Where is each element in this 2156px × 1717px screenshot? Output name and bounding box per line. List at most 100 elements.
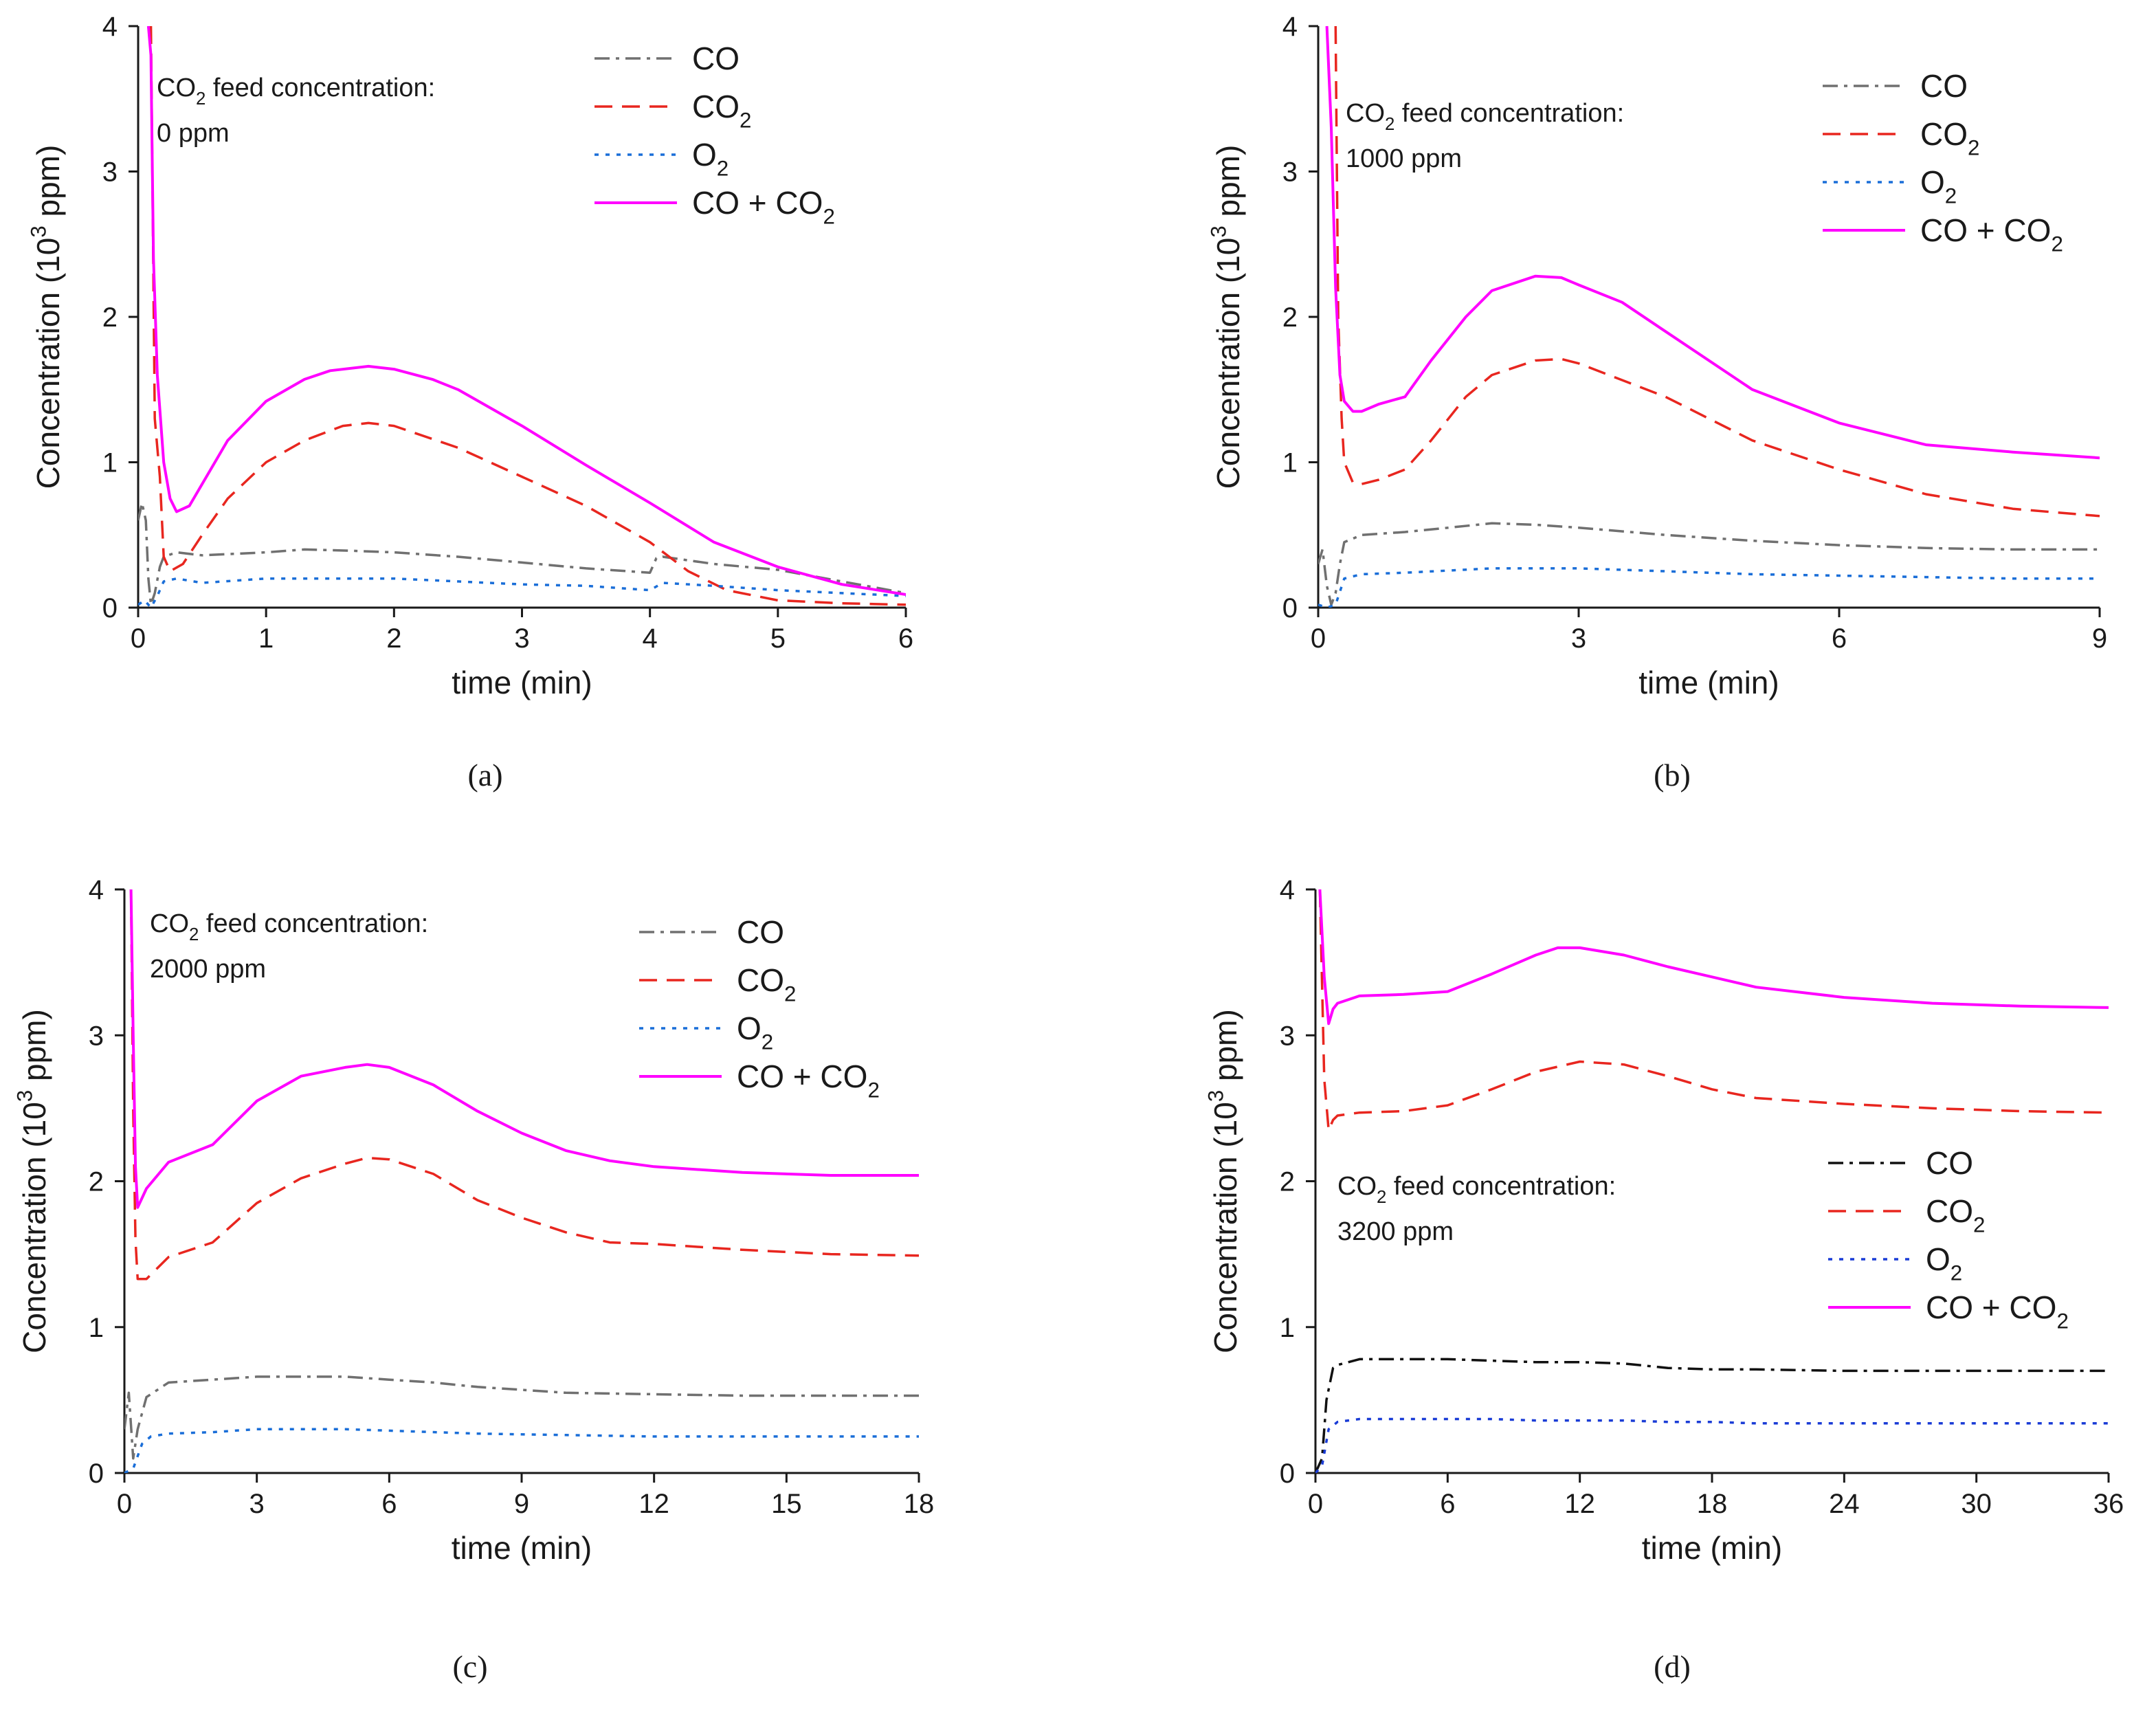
x-tick-label: 3 (249, 1489, 265, 1519)
panel-caption: (d) (1654, 1649, 1691, 1684)
x-tick-label: 0 (1308, 1489, 1323, 1519)
x-tick-label: 9 (2092, 623, 2107, 654)
legend-label: CO + CO2 (1926, 1289, 2069, 1333)
series-line-co (129, 889, 919, 1281)
legend-label: O2 (692, 137, 729, 181)
x-tick-label: 6 (381, 1489, 397, 1519)
x-tick-label: 18 (904, 1489, 935, 1519)
legend-label: CO + CO2 (737, 1059, 880, 1103)
x-tick-label: 15 (771, 1489, 802, 1519)
x-axis-label: time (min) (452, 665, 592, 700)
x-axis-label: time (min) (1638, 665, 1779, 700)
legend-label: O2 (737, 1010, 773, 1054)
series-line-co (1315, 1358, 2109, 1473)
y-tick-label: 4 (1282, 12, 1298, 42)
series-line-co-co (146, 25, 906, 596)
feed-annotation-value: 3200 ppm (1337, 1217, 1454, 1246)
series-line-co (1318, 522, 2100, 606)
x-tick-label: 0 (131, 623, 146, 654)
y-tick-label: 0 (89, 1459, 104, 1489)
x-axis-label: time (min) (1642, 1530, 1782, 1566)
x-axis-label: time (min) (452, 1530, 592, 1566)
feed-annotation-title: CO2 feed concentration: (157, 74, 435, 109)
panel-caption: (c) (452, 1649, 487, 1684)
chart-panel-b: 0 3 6 9 0 1 2 3 4 time (min) Concentration (103 pp… (1207, 12, 2107, 793)
x-tick-label: 3 (1571, 623, 1586, 654)
y-axis-label: Concentration (103 ppm) (13, 1009, 52, 1353)
y-tick-label: 3 (1282, 157, 1298, 188)
series-line-o (1315, 1417, 2109, 1473)
legend-label: CO2 (692, 89, 751, 133)
x-tick-label: 30 (1961, 1489, 1992, 1519)
x-tick-label: 24 (1829, 1489, 1860, 1519)
series-line-co (138, 501, 906, 606)
series-line-o (124, 1428, 919, 1473)
x-tick-label: 0 (1311, 623, 1326, 654)
series-line-co (1334, 25, 2100, 518)
x-tick-label: 6 (898, 623, 913, 654)
x-tick-label: 5 (770, 623, 786, 654)
chart-panel-a: 0 1 2 3 4 5 6 0 1 2 3 4 time (min) Concentration (103… (27, 12, 913, 793)
feed-annotation-value: 1000 ppm (1346, 144, 1462, 173)
legend-label: CO2 (737, 962, 796, 1006)
y-tick-label: 1 (1282, 448, 1298, 478)
y-tick-label: 0 (102, 593, 118, 623)
panel-caption: (a) (467, 757, 502, 793)
series-line-co (124, 1375, 919, 1460)
legend-label: CO (1926, 1145, 1973, 1181)
y-tick-label: 3 (1280, 1021, 1295, 1051)
y-tick-label: 1 (1280, 1313, 1295, 1343)
y-tick-label: 4 (89, 875, 104, 905)
x-tick-label: 1 (258, 623, 274, 654)
y-tick-label: 2 (1280, 1167, 1295, 1197)
legend-label: CO (737, 914, 784, 950)
x-tick-label: 12 (1564, 1489, 1595, 1519)
y-tick-label: 2 (1282, 302, 1298, 333)
series-line-o (1318, 567, 2100, 608)
series-line-co-co (1318, 889, 2109, 1026)
x-tick-label: 4 (643, 623, 658, 654)
x-tick-label: 36 (2093, 1489, 2124, 1519)
feed-annotation-title: CO2 feed concentration: (150, 909, 428, 944)
y-tick-label: 1 (89, 1313, 104, 1343)
legend-label: O2 (1926, 1241, 1962, 1285)
legend-label: CO2 (1926, 1193, 1985, 1237)
x-tick-label: 0 (117, 1489, 132, 1519)
legend-label: O2 (1920, 164, 1957, 208)
y-tick-label: 2 (89, 1167, 104, 1197)
y-tick-label: 0 (1282, 593, 1298, 623)
legend-label: CO2 (1920, 116, 1979, 160)
feed-annotation-value: 2000 ppm (150, 955, 266, 984)
x-tick-label: 2 (386, 623, 401, 654)
x-tick-label: 3 (514, 623, 529, 654)
y-tick-label: 4 (102, 12, 118, 42)
x-tick-label: 6 (1440, 1489, 1455, 1519)
panel-caption: (b) (1654, 757, 1691, 793)
y-axis-label: Concentration (103 ppm) (1204, 1009, 1243, 1353)
series-line-co-co (1325, 25, 2100, 460)
y-tick-label: 1 (102, 448, 118, 478)
y-axis-label: Concentration (103 ppm) (1207, 145, 1246, 489)
feed-annotation-title: CO2 feed concentration: (1337, 1172, 1616, 1207)
y-tick-label: 0 (1280, 1459, 1295, 1489)
feed-annotation-title: CO2 feed concentration: (1346, 99, 1624, 134)
series-line-o (138, 577, 906, 608)
series-line-co (149, 25, 906, 606)
series-line-co (1318, 889, 2109, 1131)
feed-annotation-value: 0 ppm (157, 119, 230, 148)
y-tick-label: 3 (102, 157, 118, 188)
y-tick-label: 4 (1280, 875, 1295, 905)
legend-label: CO + CO2 (692, 185, 835, 229)
y-axis-label: Concentration (103 ppm) (27, 145, 66, 489)
y-tick-label: 2 (102, 302, 118, 333)
y-tick-label: 3 (89, 1021, 104, 1051)
x-tick-label: 9 (514, 1489, 529, 1519)
x-tick-label: 18 (1697, 1489, 1728, 1519)
x-tick-label: 6 (1832, 623, 1847, 654)
legend-label: CO + CO2 (1920, 212, 2063, 256)
x-tick-label: 12 (638, 1489, 669, 1519)
